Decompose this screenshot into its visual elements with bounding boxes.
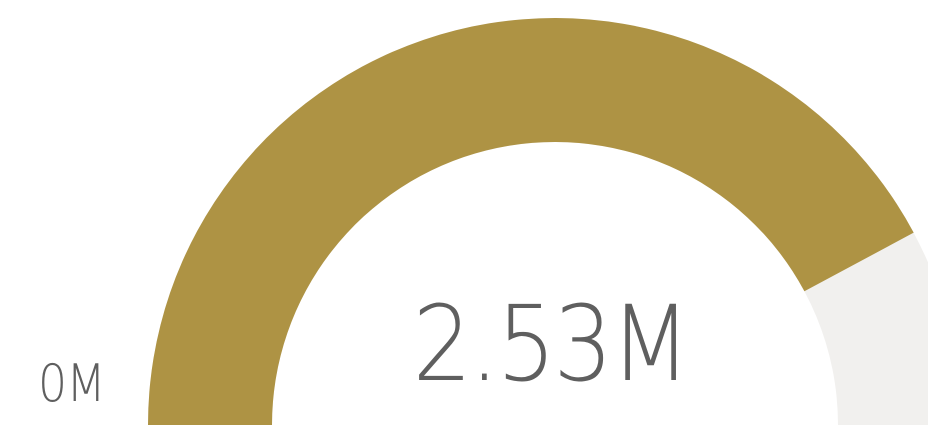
- gauge-value-label: 2.53M: [412, 283, 691, 405]
- gauge-min-label: 0M: [38, 354, 106, 414]
- gauge-fill-bar: [148, 17, 914, 425]
